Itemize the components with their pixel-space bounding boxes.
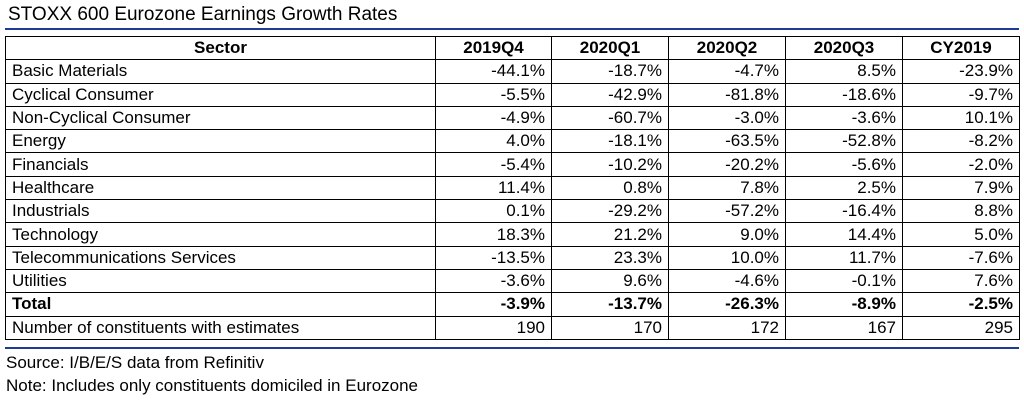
- table-cell: 0.8%: [551, 175, 669, 201]
- table-cell: 167: [785, 315, 903, 340]
- table-cell: -60.7%: [551, 105, 669, 131]
- row-label: Healthcare: [5, 175, 436, 201]
- table-cell: -8.9%: [785, 292, 903, 317]
- table-row: Energy 4.0% -18.1% -63.5% -52.8% -8.2%: [5, 129, 1020, 154]
- column-header: CY2019: [902, 35, 1020, 61]
- table-row: Non-Cyclical Consumer -4.9% -60.7% -3.0% -3.…: [5, 105, 1020, 131]
- table-row: Financials -5.4% -10.2% -20.2% -5.6% -2.0%: [5, 152, 1020, 177]
- table-cell: -57.2%: [668, 199, 786, 224]
- row-label: Telecommunications Services: [5, 245, 436, 270]
- table-cell: 9.6%: [551, 268, 669, 294]
- table-cell: 10.1%: [902, 105, 1020, 131]
- table-cell: -16.4%: [785, 199, 903, 224]
- table-title: STOXX 600 Eurozone Earnings Growth Rates: [8, 4, 398, 25]
- column-header: Sector: [5, 35, 436, 61]
- table-row: Technology 18.3% 21.2% 9.0% 14.4% 5.0%: [5, 222, 1020, 247]
- table-cell: -29.2%: [551, 199, 669, 224]
- table-cell: 11.7%: [785, 245, 903, 270]
- table-cell: -9.7%: [902, 82, 1020, 107]
- table-cell: -20.2%: [668, 152, 786, 177]
- row-label: Industrials: [5, 199, 436, 224]
- table-cell: -2.0%: [902, 152, 1020, 177]
- table-cell: -3.0%: [668, 105, 786, 131]
- column-header: 2019Q4: [435, 35, 552, 61]
- row-label: Number of constituents with estimates: [5, 315, 436, 340]
- source-note: Source: I/B/E/S data from Refinitiv: [6, 353, 264, 372]
- table-cell: 23.3%: [551, 245, 669, 270]
- table-cell: 7.6%: [902, 268, 1020, 294]
- table-cell: 2.5%: [785, 175, 903, 201]
- table-row: Cyclical Consumer -5.5% -42.9% -81.8% -18.6%…: [5, 82, 1020, 107]
- table-cell: 0.1%: [435, 199, 552, 224]
- table-cell: 190: [435, 315, 552, 340]
- table-cell: -4.6%: [668, 268, 786, 294]
- table-cell: 18.3%: [435, 222, 552, 247]
- table-cell: -5.6%: [785, 152, 903, 177]
- footnote: Note: Includes only constituents domicil…: [6, 376, 419, 395]
- table-cell: -13.5%: [435, 245, 552, 270]
- table-cell: -18.6%: [785, 82, 903, 107]
- row-label: Financials: [5, 152, 436, 177]
- table-cell: -10.2%: [551, 152, 669, 177]
- table-cell: -18.7%: [551, 59, 669, 84]
- top-rule: [5, 28, 1019, 30]
- table-row: Healthcare 11.4% 0.8% 7.8% 2.5% 7.9%: [5, 175, 1020, 201]
- table-cell: -26.3%: [668, 292, 786, 317]
- table-cell: 170: [551, 315, 669, 340]
- table-cell: -44.1%: [435, 59, 552, 84]
- table-cell: 295: [902, 315, 1020, 340]
- table-cell: 8.5%: [785, 59, 903, 84]
- total-row: Total -3.9% -13.7% -26.3% -8.9% -2.5%: [5, 292, 1020, 317]
- table-row: Industrials 0.1% -29.2% -57.2% -16.4% 8.8%: [5, 199, 1020, 224]
- table-cell: -7.6%: [902, 245, 1020, 270]
- earnings-table: Sector 2019Q4 2020Q1 2020Q2 2020Q3 CY201…: [5, 35, 1020, 340]
- column-header: 2020Q2: [668, 35, 786, 61]
- table-cell: -63.5%: [668, 129, 786, 154]
- row-label: Total: [5, 292, 436, 317]
- table-cell: -5.5%: [435, 82, 552, 107]
- table-cell: -5.4%: [435, 152, 552, 177]
- table-cell: -3.6%: [435, 268, 552, 294]
- row-label: Basic Materials: [5, 59, 436, 84]
- table-cell: -18.1%: [551, 129, 669, 154]
- header-row: Sector 2019Q4 2020Q1 2020Q2 2020Q3 CY201…: [5, 35, 1020, 61]
- table-cell: -4.9%: [435, 105, 552, 131]
- table-cell: -23.9%: [902, 59, 1020, 84]
- table-cell: -2.5%: [902, 292, 1020, 317]
- table-cell: -81.8%: [668, 82, 786, 107]
- column-header: 2020Q3: [785, 35, 903, 61]
- table-cell: 21.2%: [551, 222, 669, 247]
- table-cell: -4.7%: [668, 59, 786, 84]
- table-cell: -3.9%: [435, 292, 552, 317]
- table-cell: -42.9%: [551, 82, 669, 107]
- column-header: 2020Q1: [551, 35, 669, 61]
- table-cell: -52.8%: [785, 129, 903, 154]
- row-label: Non-Cyclical Consumer: [5, 105, 436, 131]
- table-cell: 4.0%: [435, 129, 552, 154]
- row-label: Cyclical Consumer: [5, 82, 436, 107]
- table-cell: 5.0%: [902, 222, 1020, 247]
- table-row: Basic Materials -44.1% -18.7% -4.7% 8.5% -23.…: [5, 59, 1020, 84]
- table-cell: 7.9%: [902, 175, 1020, 201]
- table-cell: 10.0%: [668, 245, 786, 270]
- table-cell: 14.4%: [785, 222, 903, 247]
- table-cell: 11.4%: [435, 175, 552, 201]
- table-cell: -0.1%: [785, 268, 903, 294]
- table-cell: -13.7%: [551, 292, 669, 317]
- table-cell: 7.8%: [668, 175, 786, 201]
- row-label: Energy: [5, 129, 436, 154]
- table-row: Telecommunications Services -13.5% 23.3% 10…: [5, 245, 1020, 270]
- table-cell: 172: [668, 315, 786, 340]
- table-cell: -3.6%: [785, 105, 903, 131]
- row-label: Utilities: [5, 268, 436, 294]
- row-label: Technology: [5, 222, 436, 247]
- table-row: Utilities -3.6% 9.6% -4.6% -0.1% 7.6%: [5, 268, 1020, 294]
- bottom-rule: [5, 347, 1019, 349]
- constituents-row: Number of constituents with estimates 190…: [5, 315, 1020, 340]
- table-cell: -8.2%: [902, 129, 1020, 154]
- table-cell: 8.8%: [902, 199, 1020, 224]
- table-cell: 9.0%: [668, 222, 786, 247]
